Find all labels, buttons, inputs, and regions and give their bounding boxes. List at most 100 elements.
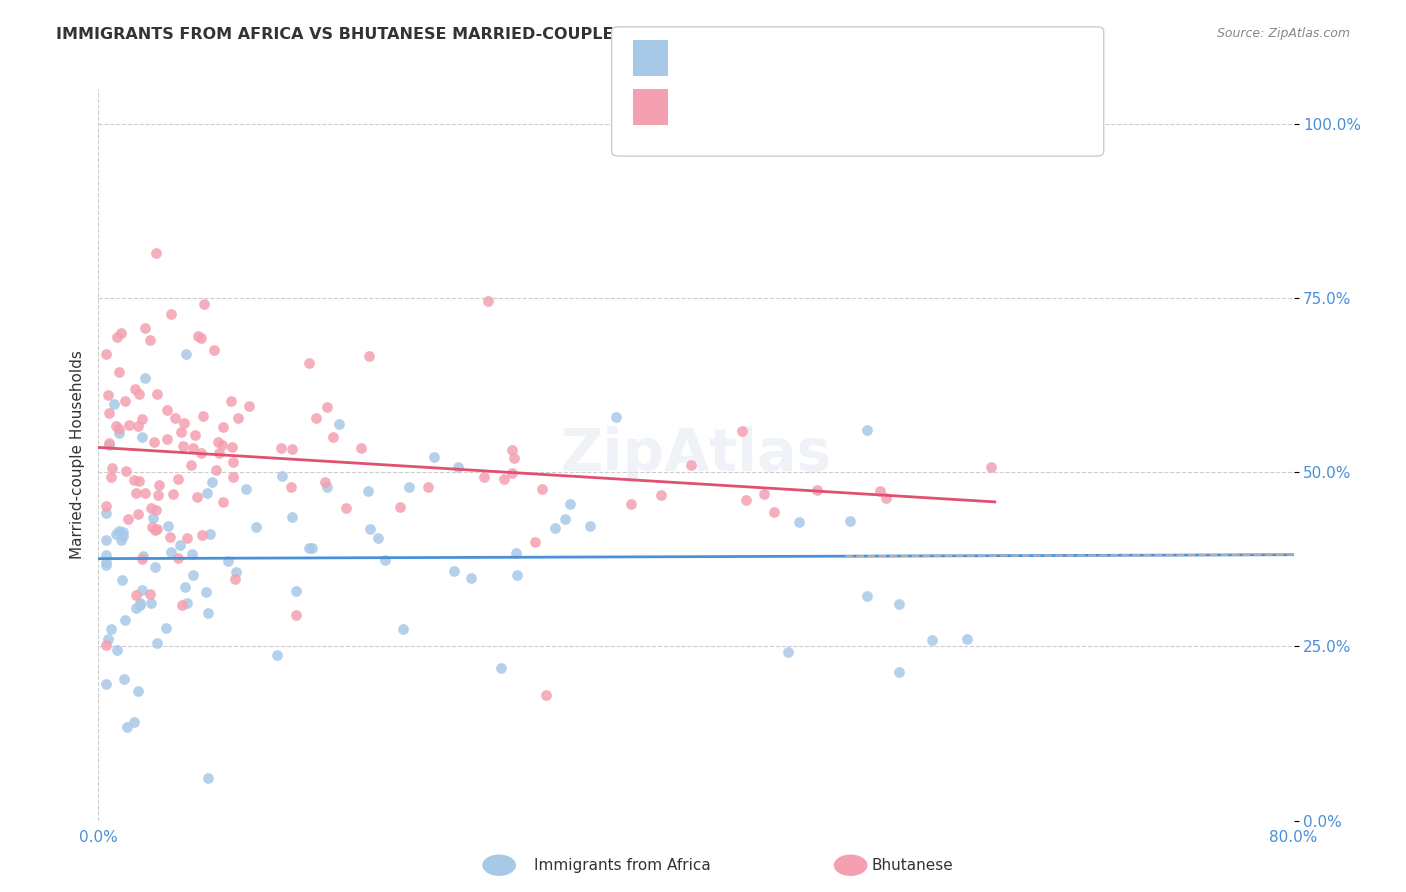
Point [534,688,557,702]
Point [501,442,523,457]
Point [125,601,148,615]
Point [162,486,184,500]
Point [134,370,156,384]
Point [221,394,243,409]
Point [176,531,198,545]
Point [839,514,862,528]
Point [754,487,776,501]
Point [127,419,149,434]
Point [316,401,339,415]
Point [142,510,165,524]
Point [787,515,810,529]
Point [111,573,134,587]
Point [956,632,979,647]
Point [205,463,228,477]
Point [94,677,117,691]
Point [389,500,412,515]
Point [156,432,179,446]
Point [398,481,420,495]
Point [778,645,800,659]
Point [165,411,187,425]
Point [110,533,132,547]
Point [356,484,378,499]
Point [460,571,482,585]
Text: 88: 88 [837,46,858,61]
Point [94,638,117,652]
Point [97,632,120,646]
Point [174,346,197,360]
Point [107,425,129,440]
Point [97,436,120,450]
Point [477,294,499,309]
Point [132,549,155,563]
Point [114,394,136,409]
Point [96,388,118,402]
Point [104,419,127,434]
Point [145,503,167,517]
Point [103,397,125,411]
Text: R = -0.103   N = 112: R = -0.103 N = 112 [675,95,834,110]
Point [128,596,150,610]
Point [190,446,212,460]
Point [139,587,162,601]
Point [127,683,149,698]
Point [114,672,136,686]
Point [131,411,153,425]
Point [111,529,134,543]
Point [186,490,208,504]
Point [579,518,602,533]
Point [143,559,166,574]
Point [558,497,581,511]
Point [228,411,250,425]
Point [181,547,204,561]
Text: Immigrants from Africa: Immigrants from Africa [534,858,711,872]
Point [280,442,302,456]
Point [281,509,304,524]
Point [160,545,183,559]
Point [335,500,357,515]
Point [190,331,212,345]
Point [176,596,198,610]
Point [650,488,672,502]
Point [869,484,891,499]
Point [544,520,567,534]
Point [315,480,337,494]
Point [235,482,257,496]
Point [208,446,231,460]
Point [679,458,702,473]
Point [114,613,136,627]
Point [191,409,214,424]
Point [114,464,136,478]
Point [96,555,118,569]
Point [141,501,163,516]
Point [222,455,245,469]
Point [170,425,193,439]
Text: ZipAtlas: ZipAtlas [561,426,831,483]
Point [271,468,294,483]
Point [221,440,243,454]
Point [94,558,117,572]
Point [298,541,321,555]
Point [139,333,162,347]
Point [367,532,389,546]
Point [305,411,328,425]
Point [100,470,122,484]
Point [202,343,225,357]
Point [97,406,120,420]
Point [172,439,194,453]
Text: R =  0.068   N =  88: R = 0.068 N = 88 [675,46,830,61]
Point [94,506,117,520]
Point [443,564,465,578]
Point [173,416,195,430]
Point [145,386,167,401]
Point [731,424,754,438]
Point [134,486,156,500]
Point [110,326,132,341]
Point [127,507,149,521]
Point [156,519,179,533]
Point [166,472,188,486]
Text: 112: 112 [837,95,869,110]
Point [211,495,233,509]
Point [111,524,134,539]
Point [155,621,177,635]
